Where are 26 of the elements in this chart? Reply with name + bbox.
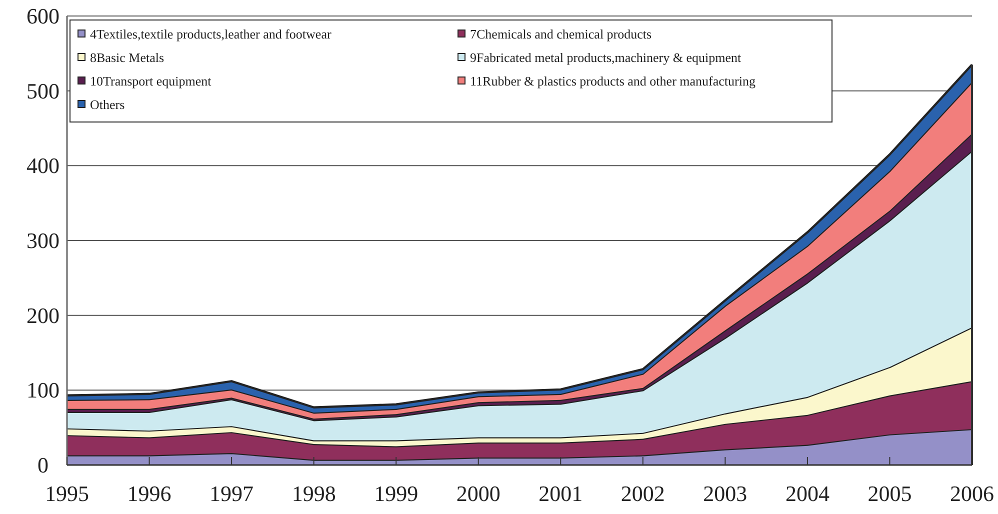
y-tick-label: 300 — [26, 228, 60, 253]
legend-label: 4Textiles,textile products,leather and footwear — [90, 26, 332, 42]
x-tick-label: 1997 — [210, 481, 254, 506]
y-tick-label: 0 — [38, 452, 48, 478]
y-tick-label: 500 — [26, 78, 60, 104]
x-tick-label: 1999 — [374, 481, 418, 506]
x-tick-label: 1995 — [45, 481, 89, 506]
y-tick-label: 200 — [26, 302, 60, 328]
x-tick-label: 1996 — [127, 481, 172, 506]
legend-label: 10Transport equipment — [90, 74, 212, 88]
y-tick-label: 100 — [26, 378, 60, 403]
x-tick-label: 2001 — [538, 481, 583, 506]
x-tick-label: 2002 — [620, 481, 665, 506]
legend-label: Others — [90, 97, 125, 112]
x-tick-label: 2000 — [456, 481, 500, 506]
y-tick-label: 600 — [26, 4, 60, 28]
legend-label: 8Basic Metals — [90, 50, 164, 65]
legend-label: 9Fabricated metal products,machinery & equipment — [470, 50, 742, 65]
x-tick-label: 1998 — [292, 481, 336, 506]
legend-label: 7Chemicals and chemical products — [470, 26, 652, 42]
legend-label: 11Rubber & plastics products and other manufacturing — [470, 74, 756, 88]
x-tick-label: 2003 — [703, 481, 748, 506]
x-tick-label: 2006 — [950, 481, 994, 506]
x-tick-label: 2005 — [868, 481, 912, 506]
x-tick-label: 2004 — [785, 481, 830, 506]
y-tick-label: 400 — [26, 153, 60, 178]
